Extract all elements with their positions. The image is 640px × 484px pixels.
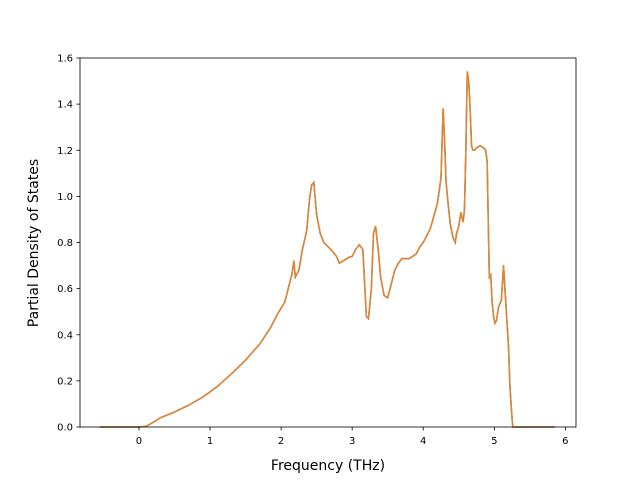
x-tick-label: 2 (278, 436, 284, 447)
x-tick-label: 5 (491, 436, 497, 447)
x-axis-label: Frequency (THz) (271, 458, 385, 474)
y-tick-label: 1.2 (57, 146, 73, 157)
x-tick-label: 6 (562, 436, 568, 447)
y-tick-label: 1.0 (57, 192, 73, 203)
y-tick-label: 1.4 (57, 100, 73, 111)
y-tick-label: 1.6 (57, 54, 73, 65)
y-axis-label: Partial Density of States (26, 159, 42, 327)
pdos-series-line (99, 71, 555, 428)
x-tick-label: 1 (207, 436, 213, 447)
y-tick-label: 0.8 (57, 238, 73, 249)
y-tick-label: 0.4 (57, 330, 73, 341)
axis-ticks: 0 1 2 3 4 5 6 0.0 0.2 0.4 0.6 0.8 1.0 1.2 1.4 1.6 (57, 54, 568, 448)
y-tick-label: 0.0 (57, 423, 73, 434)
x-tick-label: 0 (136, 436, 142, 447)
y-tick-label: 0.6 (57, 284, 73, 295)
x-tick-label: 3 (349, 436, 355, 447)
y-tick-label: 0.2 (57, 376, 73, 387)
x-tick-label: 4 (420, 436, 426, 447)
